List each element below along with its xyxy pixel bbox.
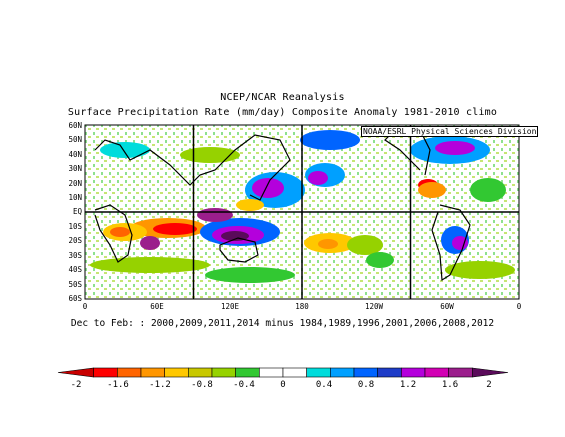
colorbar-label: -0.8 bbox=[191, 380, 213, 390]
colorbar-swatch bbox=[330, 367, 355, 378]
colorbar-label: -1.2 bbox=[149, 380, 171, 390]
chart-title-line1: NCEP/NCAR Reanalysis bbox=[220, 92, 345, 103]
colorbar-label: 0.4 bbox=[315, 380, 333, 390]
y-tick-label: EQ bbox=[72, 207, 82, 216]
x-tick-label: 120E bbox=[220, 302, 240, 311]
colorbar-label: 0 bbox=[280, 380, 286, 390]
y-tick-label: 50S bbox=[68, 280, 82, 289]
colorbar-swatch bbox=[211, 367, 236, 378]
y-tick-label: 30N bbox=[68, 164, 82, 173]
colorbar-swatch bbox=[57, 367, 94, 378]
colorbar-swatch bbox=[282, 367, 307, 378]
colorbar-label: -0.4 bbox=[233, 380, 255, 390]
x-tick-label: 60W bbox=[440, 302, 454, 311]
y-tick-label: 50N bbox=[68, 135, 82, 144]
colorbar-label: -2 bbox=[70, 380, 82, 390]
x-tick-label: 180 bbox=[295, 302, 309, 311]
chart-title-line2: Surface Precipitation Rate (mm/day) Comp… bbox=[67, 107, 498, 118]
colorbar-swatch bbox=[448, 367, 473, 378]
colorbar-swatch bbox=[140, 367, 165, 378]
colorbar-swatch bbox=[235, 367, 260, 378]
colorbar-swatch bbox=[306, 367, 331, 378]
colorbar-swatch bbox=[259, 367, 284, 378]
y-tick-label: 60N bbox=[68, 121, 82, 130]
y-tick-label: 40N bbox=[68, 150, 82, 159]
colorbar-swatch bbox=[377, 367, 402, 378]
y-tick-label: 10N bbox=[68, 193, 82, 202]
colorbar-swatch bbox=[424, 367, 449, 378]
colorbar-swatch bbox=[353, 367, 378, 378]
colorbar-label: 0.8 bbox=[357, 380, 375, 390]
y-tick-label: 20S bbox=[68, 236, 82, 245]
x-tick-label: 0 bbox=[82, 302, 88, 311]
colorbar-swatch bbox=[401, 367, 426, 378]
colorbar-swatch bbox=[117, 367, 142, 378]
colorbar bbox=[57, 367, 509, 378]
x-tick-label: 120W bbox=[364, 302, 384, 311]
x-tick-label: 0 bbox=[516, 302, 522, 311]
y-tick-label: 20N bbox=[68, 179, 82, 188]
colorbar-swatch bbox=[188, 367, 213, 378]
credit-label: NOAA/ESRL Physical Sciences Division bbox=[361, 126, 539, 137]
colorbar-label: 2 bbox=[486, 380, 492, 390]
colorbar-swatch bbox=[164, 367, 189, 378]
colorbar-label: 1.6 bbox=[441, 380, 459, 390]
y-tick-label: 40S bbox=[68, 265, 82, 274]
colorbar-label: -1.6 bbox=[107, 380, 129, 390]
y-tick-label: 60S bbox=[68, 294, 82, 303]
y-tick-label: 30S bbox=[68, 251, 82, 260]
colorbar-swatch bbox=[93, 367, 118, 378]
x-tick-label: 60E bbox=[150, 302, 164, 311]
colorbar-swatch bbox=[472, 367, 509, 378]
map-grid bbox=[84, 124, 520, 300]
colorbar-label: 1.2 bbox=[399, 380, 417, 390]
y-tick-label: 10S bbox=[68, 222, 82, 231]
composite-description: Dec to Feb: : 2000,2009,2011,2014 minus … bbox=[70, 318, 495, 329]
